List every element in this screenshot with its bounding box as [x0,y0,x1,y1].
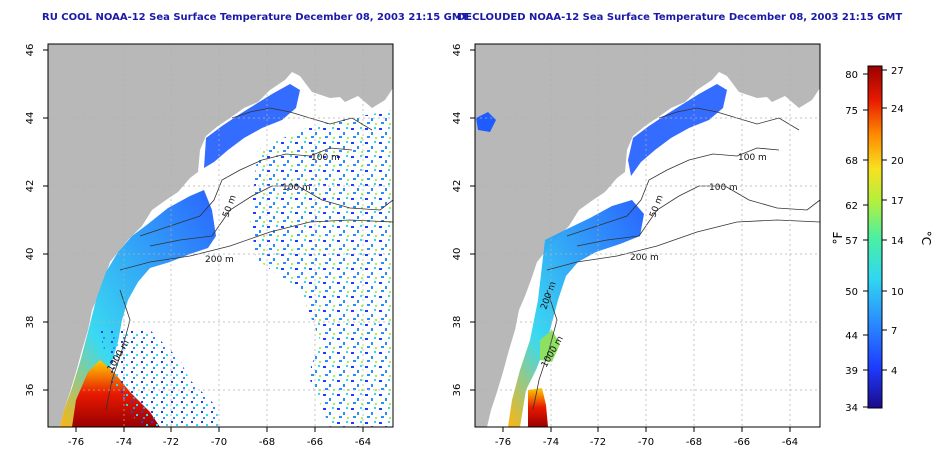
colorbar-c-tick: 17 [891,196,904,207]
left-contour-label-2: 100 m [282,183,311,193]
colorbar-f-tick: 50 [845,287,858,298]
right-land-nova-scotia [727,58,820,98]
left-grid [48,44,393,427]
left-sst-speckle-south [100,330,220,427]
left-y-tick-label: 42 [25,180,36,193]
left-sst-gulf-maine [204,84,300,168]
left-x-tick-label: -72 [163,437,179,448]
colorbar-c-tick: 20 [891,156,904,167]
colorbar: 80 75 68 62 57 50 44 39 34 27 24 20 17 1… [831,65,933,414]
right-y-tick-label: 40 [452,248,463,261]
left-x-tick-label: -64 [355,437,371,448]
right-x-tick-label: -66 [734,437,750,448]
right-contour-label-1: 100 m [738,153,767,163]
left-contour-label-4: 200 m [205,255,234,265]
right-y-tick-label: 44 [452,112,463,125]
left-land [48,44,393,427]
right-y-tick-label: 36 [452,384,463,397]
colorbar-f-tick: 62 [845,201,858,212]
left-land-nova-scotia [300,58,393,98]
right-x-tick-label: -64 [782,437,798,448]
left-y-tick-label: 40 [25,248,36,261]
colorbar-f-tick: 75 [845,106,858,117]
left-y-tick-label: 36 [25,384,36,397]
right-x-tick-label: -70 [638,437,654,448]
right-x-tick-label: -72 [590,437,606,448]
left-y-tick-label: 38 [25,316,36,329]
colorbar-c-tick: 10 [891,287,904,298]
right-map: 100 m 100 m 50 m 200 m 1000 m 200 m -76 … [452,43,821,448]
left-map-title: RU COOL NOAA-12 Sea Surface Temperature … [42,12,469,23]
right-sst-gulf-maine [628,84,727,176]
right-grid [475,44,820,427]
left-x-tick-label: -76 [68,437,84,448]
left-x-tick-label: -66 [307,437,323,448]
colorbar-gradient [867,65,883,409]
left-x-tick-label: -70 [211,437,227,448]
right-sst-isolated [476,112,496,132]
colorbar-f-tick: 39 [845,366,858,377]
left-y-tick-label: 44 [25,112,36,125]
right-map-frame [474,43,821,428]
left-cloud-mask [148,260,320,420]
left-map: 100 m 100 m 50 m 200 m 1000 m -76 -74 [25,43,394,448]
right-ticks [470,49,791,432]
colorbar-f-tick: 68 [845,156,858,167]
colorbar-f-tick: 34 [845,403,858,414]
right-x-tick-label: -74 [543,437,559,448]
left-x-tick-label: -74 [116,437,132,448]
colorbar-f-tick: 44 [845,331,858,342]
left-ticks [43,49,364,432]
right-contour-label-4: 200 m [630,253,659,263]
left-sst-speckle [250,110,393,427]
right-contour-label-2: 100 m [709,183,738,193]
right-x-tick-label: -76 [495,437,511,448]
colorbar-f-label: °F [831,231,845,244]
colorbar-c-tick: 7 [891,326,897,337]
left-y-tick-label: 46 [25,44,36,57]
right-y-tick-label: 38 [452,316,463,329]
left-x-tick-label: -68 [259,437,275,448]
colorbar-c-tick: 27 [891,66,904,77]
right-sst-south-warm [528,388,548,427]
colorbar-f-tick: 57 [845,236,858,247]
right-x-tick-label: -68 [686,437,702,448]
right-y-tick-label: 42 [452,180,463,193]
colorbar-c-tick: 24 [891,104,904,115]
left-map-frame [47,43,394,428]
colorbar-c-label: °C [919,231,933,245]
right-sst-shelf [508,200,644,427]
colorbar-c-tick: 4 [891,366,897,377]
colorbar-c-tick: 14 [891,236,904,247]
right-land [475,44,820,427]
left-contour-label-1: 100 m [311,153,340,163]
right-map-title: DECLOUDED NOAA-12 Sea Surface Temperatur… [457,12,903,23]
right-y-tick-label: 46 [452,44,463,57]
colorbar-f-tick: 80 [845,70,858,81]
